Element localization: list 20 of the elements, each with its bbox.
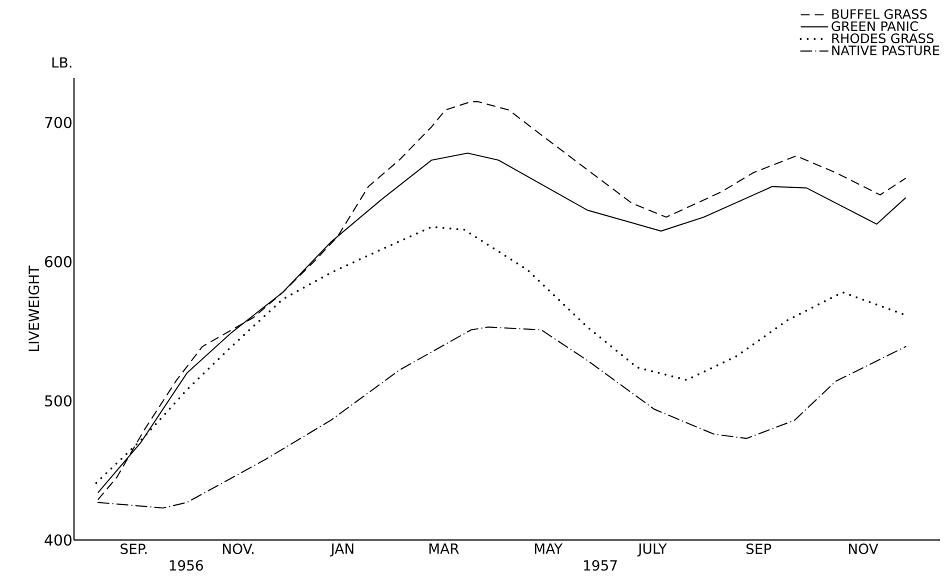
x-tick-label: JULY	[637, 544, 667, 556]
text: 1957	[584, 560, 617, 571]
x-tick-label: NOV.	[223, 544, 254, 554]
x-tick-label: SEP.	[120, 544, 147, 554]
y-tick-label: 400	[44, 534, 72, 546]
x-tick-label: NOV	[849, 544, 878, 554]
legend-label: NATIVE PASTURE	[832, 45, 940, 56]
y-axis-title: LIVEWEIGHT	[28, 266, 40, 352]
text: 1956	[170, 560, 203, 571]
legend-label: BUFFEL GRASS	[832, 9, 927, 19]
text: LB.	[52, 57, 72, 68]
y-tick-label: 700	[45, 116, 72, 128]
x-tick-label: JAN	[330, 544, 354, 556]
y-tick-label: 600	[44, 256, 72, 268]
x-tick-label: MAR	[429, 544, 459, 554]
x-tick-label: MAY	[534, 544, 563, 554]
legend-label: GREEN PANIC	[832, 21, 918, 32]
x-tick-label: SEP	[746, 544, 772, 554]
legend-label: RHODES GRASS	[832, 33, 934, 44]
y-tick-label: 500	[45, 395, 72, 406]
